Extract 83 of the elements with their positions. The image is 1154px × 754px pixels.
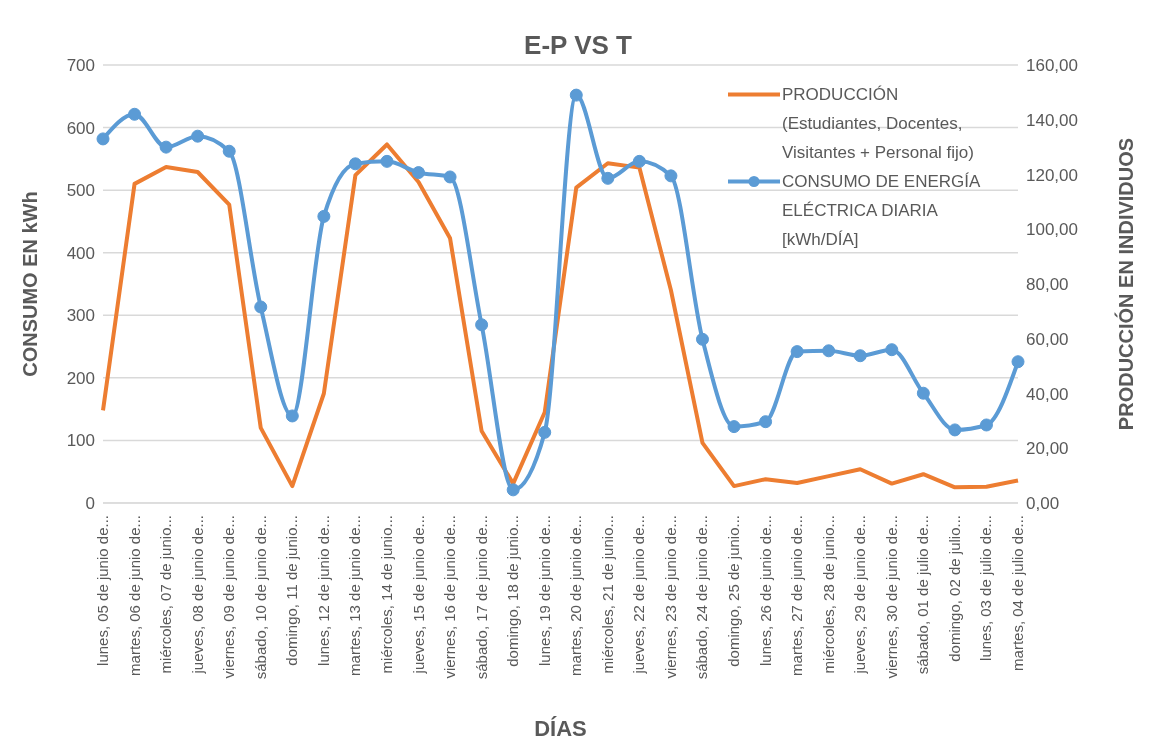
x-tick-label: miércoles, 14 de junio... [377,515,395,674]
point [695,332,709,346]
y2-tick-label: 160,00 [1026,56,1078,76]
chart-title: E-P VS T [524,30,632,60]
y2-tick-label: 120,00 [1026,165,1078,185]
point [506,483,520,497]
x-tick-label: miércoles, 07 de junio... [157,515,175,674]
y-tick-label: 200 [66,368,95,388]
x-tick-label: lunes, 26 de junio de... [756,515,774,666]
point [885,343,899,357]
y-tick-label: 0 [85,494,95,514]
point [475,318,489,332]
point [191,129,205,143]
point [727,420,741,434]
point [790,345,804,359]
point [822,344,836,358]
point [285,409,299,423]
x-tick-label: martes, 20 de junio de... [567,515,585,676]
x-tick-label: sábado, 10 de junio de... [251,515,269,680]
x-axis-title: DÍAS [534,716,587,741]
point [664,169,678,183]
y-tick-label: 300 [66,306,95,326]
x-tick-label: sábado, 17 de junio de... [472,515,490,680]
point [128,107,142,121]
point [348,157,362,171]
x-tick-label: jueves, 08 de junio de... [188,515,206,675]
point [569,88,583,102]
x-tick-label: sábado, 24 de junio de... [693,515,711,680]
point [96,132,110,146]
point [853,349,867,363]
point [317,209,331,223]
point [538,425,552,439]
y-tick-label: 100 [66,431,95,451]
y-tick-label: 500 [66,181,95,201]
point [632,154,646,168]
point [916,386,930,400]
y-tick-label: 600 [66,118,95,138]
x-tick-label: domingo, 11 de junio... [283,515,301,666]
point [759,415,773,429]
point [222,144,236,158]
y2-tick-label: 40,00 [1026,384,1069,404]
y2-tick-label: 100,00 [1026,220,1078,240]
point [443,170,457,184]
x-tick-label: miércoles, 28 de junio... [819,515,837,674]
x-tick-label: lunes, 12 de junio de... [314,515,332,666]
x-tick-label: jueves, 15 de junio de... [409,515,427,675]
point [1011,355,1025,369]
x-tick-label: lunes, 03 de julio de... [977,515,995,661]
x-tick-label: lunes, 05 de junio de... [94,515,111,666]
x-tick-label: sábado, 01 de julio de... [914,515,932,675]
x-tick-label: viernes, 16 de junio de... [441,515,459,679]
legend-label: CONSUMO DE ENERGÍA ELÉCTRICA DIARIA [kWh/DÍA] [782,171,981,251]
x-tick-label: martes, 13 de junio de... [346,515,364,676]
x-tick-label: miércoles, 21 de junio... [598,515,616,674]
point [412,166,426,180]
x-tick-label: domingo, 25 de junio... [725,515,743,667]
x-tick-label: viernes, 09 de junio de... [220,515,238,679]
y-axis-title: CONSUMO EN kWh [19,191,42,377]
y2-tick-label: 80,00 [1026,275,1069,295]
y2-tick-label: 20,00 [1026,439,1069,459]
x-tick-label: martes, 27 de junio de... [788,515,806,676]
x-tick-label: domingo, 18 de junio... [504,515,522,667]
point [159,140,173,154]
y-tick-label: 700 [66,56,95,76]
x-tick-label: martes, 06 de junio de... [125,515,143,676]
point [601,171,615,185]
point [254,300,268,314]
y2-tick-label: 60,00 [1026,329,1069,349]
y2-axis-title: PRODUCCIÓN EN INDIVIDUOS [1114,137,1138,431]
x-tick-label: martes, 04 de julio de... [1009,515,1026,671]
x-tick-label: jueves, 29 de junio de... [851,515,869,675]
y2-tick-label: 0,00 [1026,494,1060,514]
y-tick-label: 400 [66,243,95,263]
x-tick-label: viernes, 23 de junio de... [661,515,679,679]
x-tick-label: jueves, 22 de junio de... [630,515,648,675]
x-tick-label: domingo, 02 de julio... [945,515,963,662]
legend-label: PRODUCCIÓN (Estudiantes, Docentes, Visitantes + Personal fijo) [782,84,975,164]
point [380,154,394,168]
x-tick-label: viernes, 30 de junio de... [882,515,900,679]
y2-tick-label: 140,00 [1026,110,1078,130]
point [979,418,993,432]
x-tick-label: lunes, 19 de junio de... [535,515,553,666]
point [948,423,962,437]
